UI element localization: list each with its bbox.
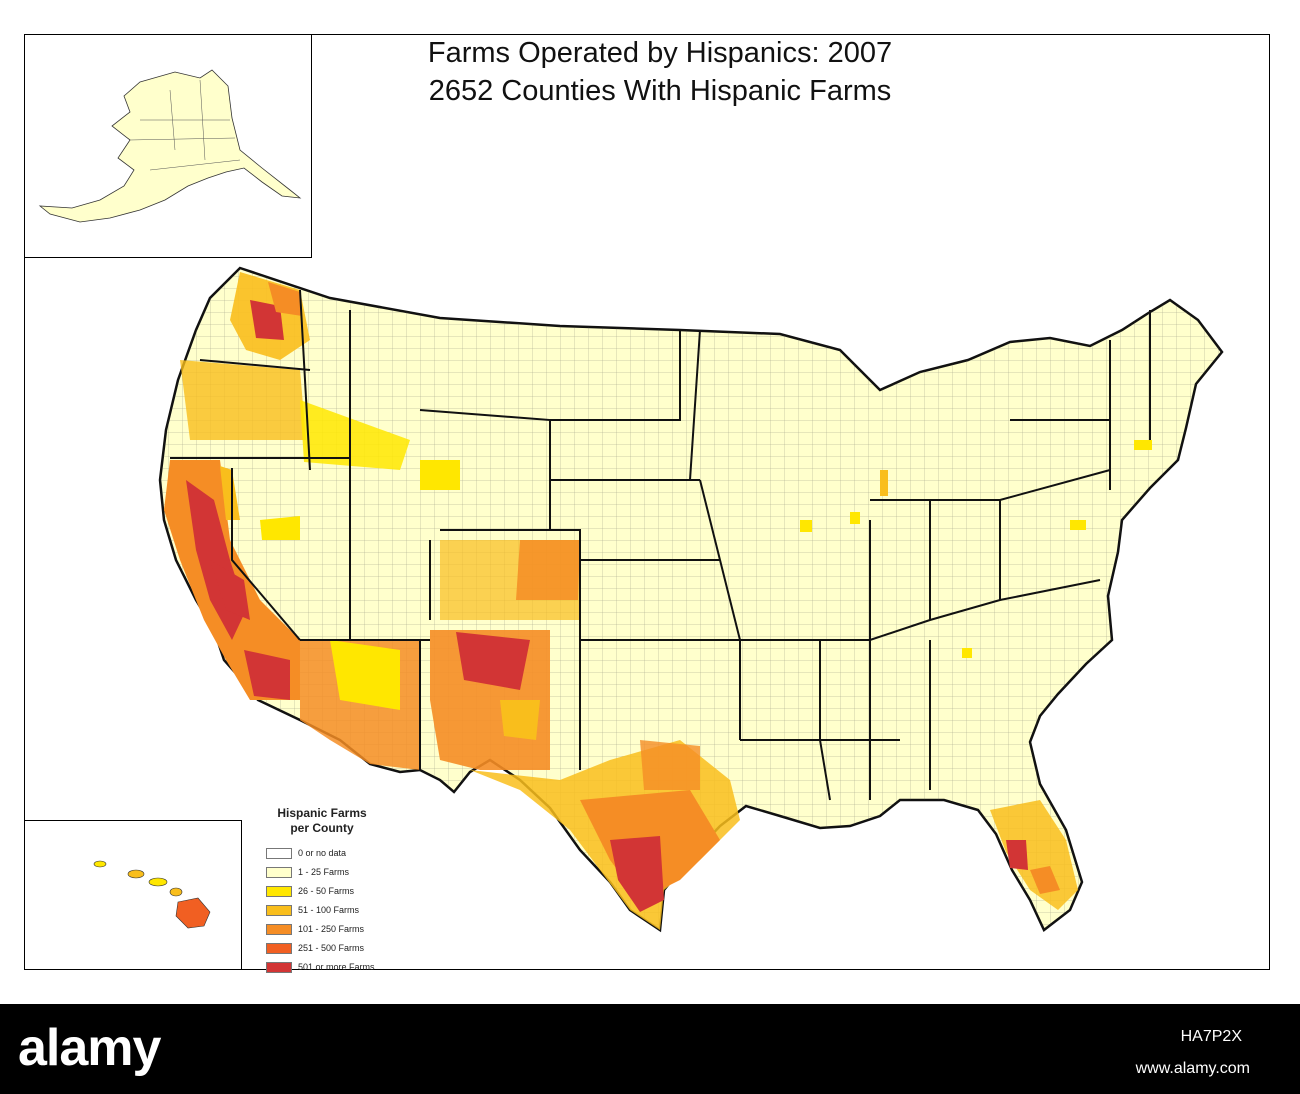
legend-swatch (266, 961, 292, 973)
legend-swatch (266, 942, 292, 954)
image-code: HA7P2X (1180, 1028, 1242, 1045)
legend-item-2: 26 - 50 Farms (266, 884, 354, 898)
state-boundaries (170, 289, 1151, 801)
legend-label: 101 - 250 Farms (298, 924, 365, 934)
legend-item-0: 0 or no data (266, 846, 346, 860)
legend-swatch (266, 866, 292, 878)
legend-label: 1 - 25 Farms (298, 867, 350, 877)
alaska-shape (38, 69, 302, 223)
legend-label: 251 - 500 Farms (298, 943, 365, 953)
legend-label: 0 or no data (298, 848, 347, 858)
map-title-line2: 2652 Counties With Hispanic Farms (428, 75, 892, 107)
legend-label: 51 - 100 Farms (298, 905, 360, 915)
legend-label: 26 - 50 Farms (298, 886, 355, 896)
legend-item-4: 101 - 250 Farms (266, 922, 364, 936)
legend-item-3: 51 - 100 Farms (266, 903, 359, 917)
legend-swatch (266, 885, 292, 897)
hawaii-shape (93, 860, 211, 929)
map-title-line1: Farms Operated by Hispanics: 2007 (427, 37, 893, 69)
legend-swatch (266, 904, 292, 916)
legend-item-6: 501 or more Farms (266, 960, 375, 974)
watermark-footer: alamy HA7P2X www.alamy.com (0, 1004, 1300, 1094)
legend-label: 501 or more Farms (298, 962, 375, 972)
alamy-logo: alamy (18, 1019, 161, 1077)
legend-item-5: 251 - 500 Farms (266, 941, 364, 955)
farm-density-regions (164, 272, 1152, 930)
legend-swatch (266, 847, 292, 859)
alaska-inset (24, 34, 312, 258)
legend-title-line2: per County (290, 821, 354, 835)
legend: Hispanic Farms per County 0 or no data 1… (262, 806, 412, 973)
legend-item-1: 1 - 25 Farms (266, 865, 349, 879)
legend-swatch (266, 923, 292, 935)
watermark-url: www.alamy.com (1135, 1060, 1250, 1077)
us-county-map (38, 69, 1224, 933)
contiguous-us (158, 266, 1224, 933)
hawaii-inset (24, 820, 242, 970)
legend-title-line1: Hispanic Farms (277, 806, 367, 820)
